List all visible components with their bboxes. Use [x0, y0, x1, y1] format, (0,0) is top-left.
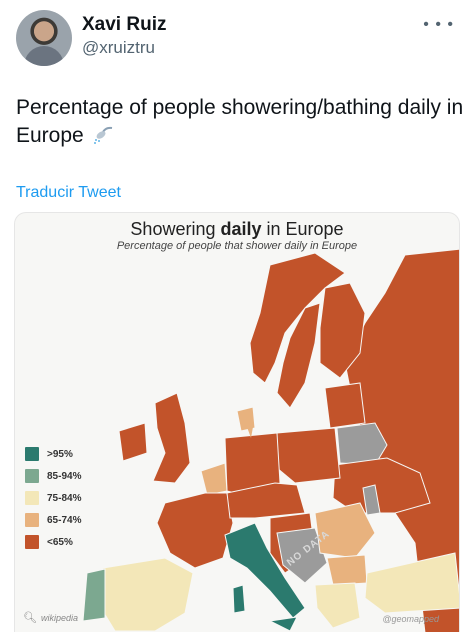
- region-greece: [314, 582, 361, 629]
- region-uk: [152, 392, 191, 484]
- more-icon[interactable]: • • •: [423, 16, 454, 33]
- region-denmark: [236, 406, 256, 432]
- region-no-data: [276, 527, 328, 584]
- search-icon: 🔍︎: [23, 612, 37, 624]
- map-credit: @geomapped: [382, 614, 439, 624]
- map-legend: >95% 85-94% 75-84% 65-74% <65%: [25, 445, 81, 555]
- author-handle[interactable]: @xruiztru: [82, 38, 155, 57]
- region-sweden: [276, 302, 321, 409]
- legend-swatch: [25, 513, 39, 527]
- map-title: Showering daily in Europe: [130, 219, 344, 239]
- region-poland: [276, 427, 341, 484]
- region-sicily: [268, 616, 298, 632]
- legend-label: 65-74%: [47, 514, 82, 526]
- region-romania: [314, 502, 376, 559]
- region-norway: [249, 252, 346, 384]
- tweet-media-map[interactable]: Showering daily in Europe Percentage of …: [14, 212, 460, 632]
- tweet-text: Percentage of people showering/bathing d…: [16, 94, 464, 150]
- region-turkey: [364, 552, 459, 614]
- region-baltics: [324, 382, 366, 429]
- map-source: 🔍︎ wikipedia: [23, 611, 78, 624]
- region-ukraine: [332, 457, 431, 514]
- region-portugal: [82, 568, 106, 622]
- region-italy: [224, 522, 306, 619]
- region-islands: [247, 427, 253, 438]
- tweet-body: Percentage of people showering/bathing d…: [16, 96, 464, 147]
- legend-swatch: [25, 491, 39, 505]
- region-belarus: [336, 422, 388, 466]
- region-france: [156, 492, 234, 569]
- legend-item: <65%: [25, 533, 81, 551]
- avatar[interactable]: [16, 10, 72, 66]
- legend-swatch: [25, 469, 39, 483]
- region-central: [226, 482, 306, 519]
- region-bulgaria: [326, 554, 368, 586]
- legend-swatch: [25, 535, 39, 549]
- shower-icon: [93, 126, 112, 144]
- region-spain: [100, 557, 194, 632]
- region-moldova: [362, 484, 381, 516]
- region-finland: [319, 282, 366, 379]
- region-sardinia: [232, 584, 246, 614]
- region-ireland: [118, 422, 148, 462]
- legend-item: 75-84%: [25, 489, 81, 507]
- legend-item: 85-94%: [25, 467, 81, 485]
- legend-label: 75-84%: [47, 492, 82, 504]
- legend-swatch: [25, 447, 39, 461]
- legend-label: >95%: [47, 448, 73, 460]
- translate-link[interactable]: Traducir Tweet: [16, 184, 121, 201]
- source-label: wikipedia: [40, 612, 78, 623]
- author-name[interactable]: Xavi Ruiz: [82, 14, 167, 35]
- tweet-header: Xavi Ruiz @xruiztru • • •: [14, 10, 460, 66]
- legend-item: 65-74%: [25, 511, 81, 529]
- map-subtitle: Percentage of people that shower daily i…: [116, 240, 358, 252]
- legend-label: <65%: [47, 536, 73, 548]
- legend-label: 85-94%: [47, 470, 82, 482]
- legend-item: >95%: [25, 445, 81, 463]
- region-benelux: [200, 462, 228, 496]
- europe-map: [82, 248, 459, 632]
